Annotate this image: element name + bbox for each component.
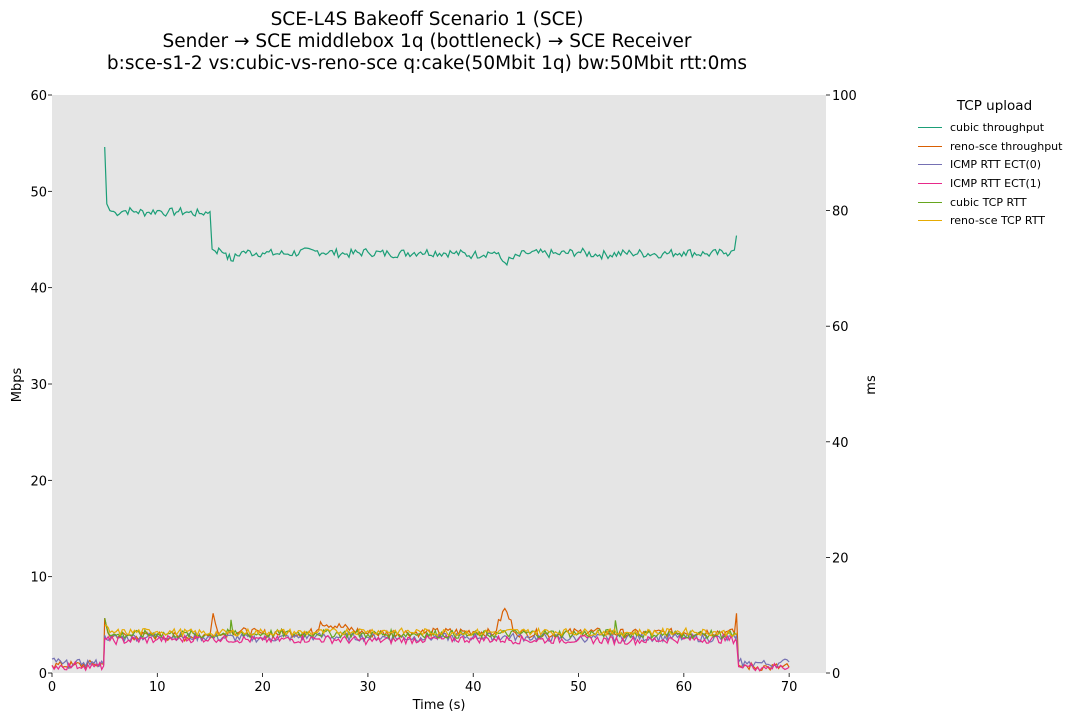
- y-left-tick-label: 0: [39, 667, 47, 682]
- x-tick-label: 20: [254, 680, 271, 695]
- y-right-tick-label: 80: [832, 205, 849, 220]
- legend: TCP upload cubic throughput reno-sce thro…: [912, 98, 1077, 230]
- y-left-tick-label: 60: [30, 89, 47, 104]
- y-left-tick-label: 40: [30, 282, 47, 297]
- legend-title: TCP upload: [956, 98, 1033, 114]
- legend-label: ICMP RTT ECT(1): [950, 176, 1042, 190]
- y-left-axis-label: Mbps: [10, 368, 25, 403]
- series-layer: [51, 146, 790, 672]
- legend-swatch: [918, 201, 942, 203]
- plot-background: [52, 95, 826, 673]
- legend-items: cubic throughput reno-sce throughput ICMP …: [912, 118, 1077, 230]
- y-right-tick-label: 60: [832, 320, 849, 335]
- legend-item: reno-sce throughput: [912, 137, 1077, 156]
- x-axis-label: Time (s): [412, 698, 466, 713]
- y-left-tick-label: 50: [30, 185, 47, 200]
- y-left-axis-ticks: 0 10 20 30 40 50 60: [30, 89, 52, 682]
- y-right-tick-label: 100: [832, 89, 857, 104]
- x-tick-label: 50: [570, 680, 587, 695]
- x-axis-ticks: 0 10 20 30 40 50 60 70: [48, 673, 798, 695]
- y-right-tick-label: 20: [832, 551, 849, 566]
- legend-label: reno-sce TCP RTT: [950, 214, 1045, 228]
- legend-swatch: [918, 145, 942, 147]
- series-line-reno-sce-tcp-rtt: [104, 624, 737, 638]
- legend-label: cubic TCP RTT: [950, 195, 1027, 209]
- y-left-tick-label: 10: [30, 571, 47, 586]
- x-tick-label: 60: [676, 680, 693, 695]
- series-line-icmp-rtt-ect-1: [51, 633, 790, 672]
- legend-label: cubic throughput: [950, 120, 1045, 134]
- legend-swatch: [918, 182, 942, 184]
- legend-swatch: [918, 220, 942, 222]
- legend-item: reno-sce TCP RTT: [912, 211, 1077, 230]
- x-tick-label: 10: [149, 680, 166, 695]
- x-tick-label: 70: [781, 680, 798, 695]
- x-tick-label: 40: [465, 680, 482, 695]
- chart-title-line-3: b:sce-s1-2 vs:cubic-vs-reno-sce q:cake(5…: [106, 53, 748, 74]
- legend-item: cubic TCP RTT: [912, 193, 1077, 212]
- y-right-axis-label: ms: [864, 375, 879, 395]
- y-left-tick-label: 30: [30, 378, 47, 393]
- legend-label: ICMP RTT ECT(0): [950, 158, 1042, 172]
- legend-swatch: [918, 164, 942, 166]
- legend-swatch: [918, 126, 942, 128]
- chart-title-line-2: Sender → SCE middlebox 1q (bottleneck) →…: [162, 31, 692, 52]
- y-left-tick-label: 20: [30, 474, 47, 489]
- legend-item: ICMP RTT ECT(0): [912, 155, 1077, 174]
- x-tick-label: 0: [48, 680, 56, 695]
- chart-title-line-1: SCE-L4S Bakeoff Scenario 1 (SCE): [270, 9, 584, 30]
- x-tick-label: 30: [360, 680, 377, 695]
- legend-label: reno-sce throughput: [950, 139, 1063, 153]
- y-right-tick-label: 40: [832, 436, 849, 451]
- legend-item: ICMP RTT ECT(1): [912, 174, 1077, 193]
- legend-item: cubic throughput: [912, 118, 1077, 137]
- y-right-axis-ticks: 0 20 40 60 80 100: [826, 89, 857, 682]
- series-line-icmp-rtt-ect-0: [51, 630, 790, 669]
- y-right-tick-label: 0: [832, 667, 840, 682]
- series-line-cubic-throughput: [104, 146, 738, 267]
